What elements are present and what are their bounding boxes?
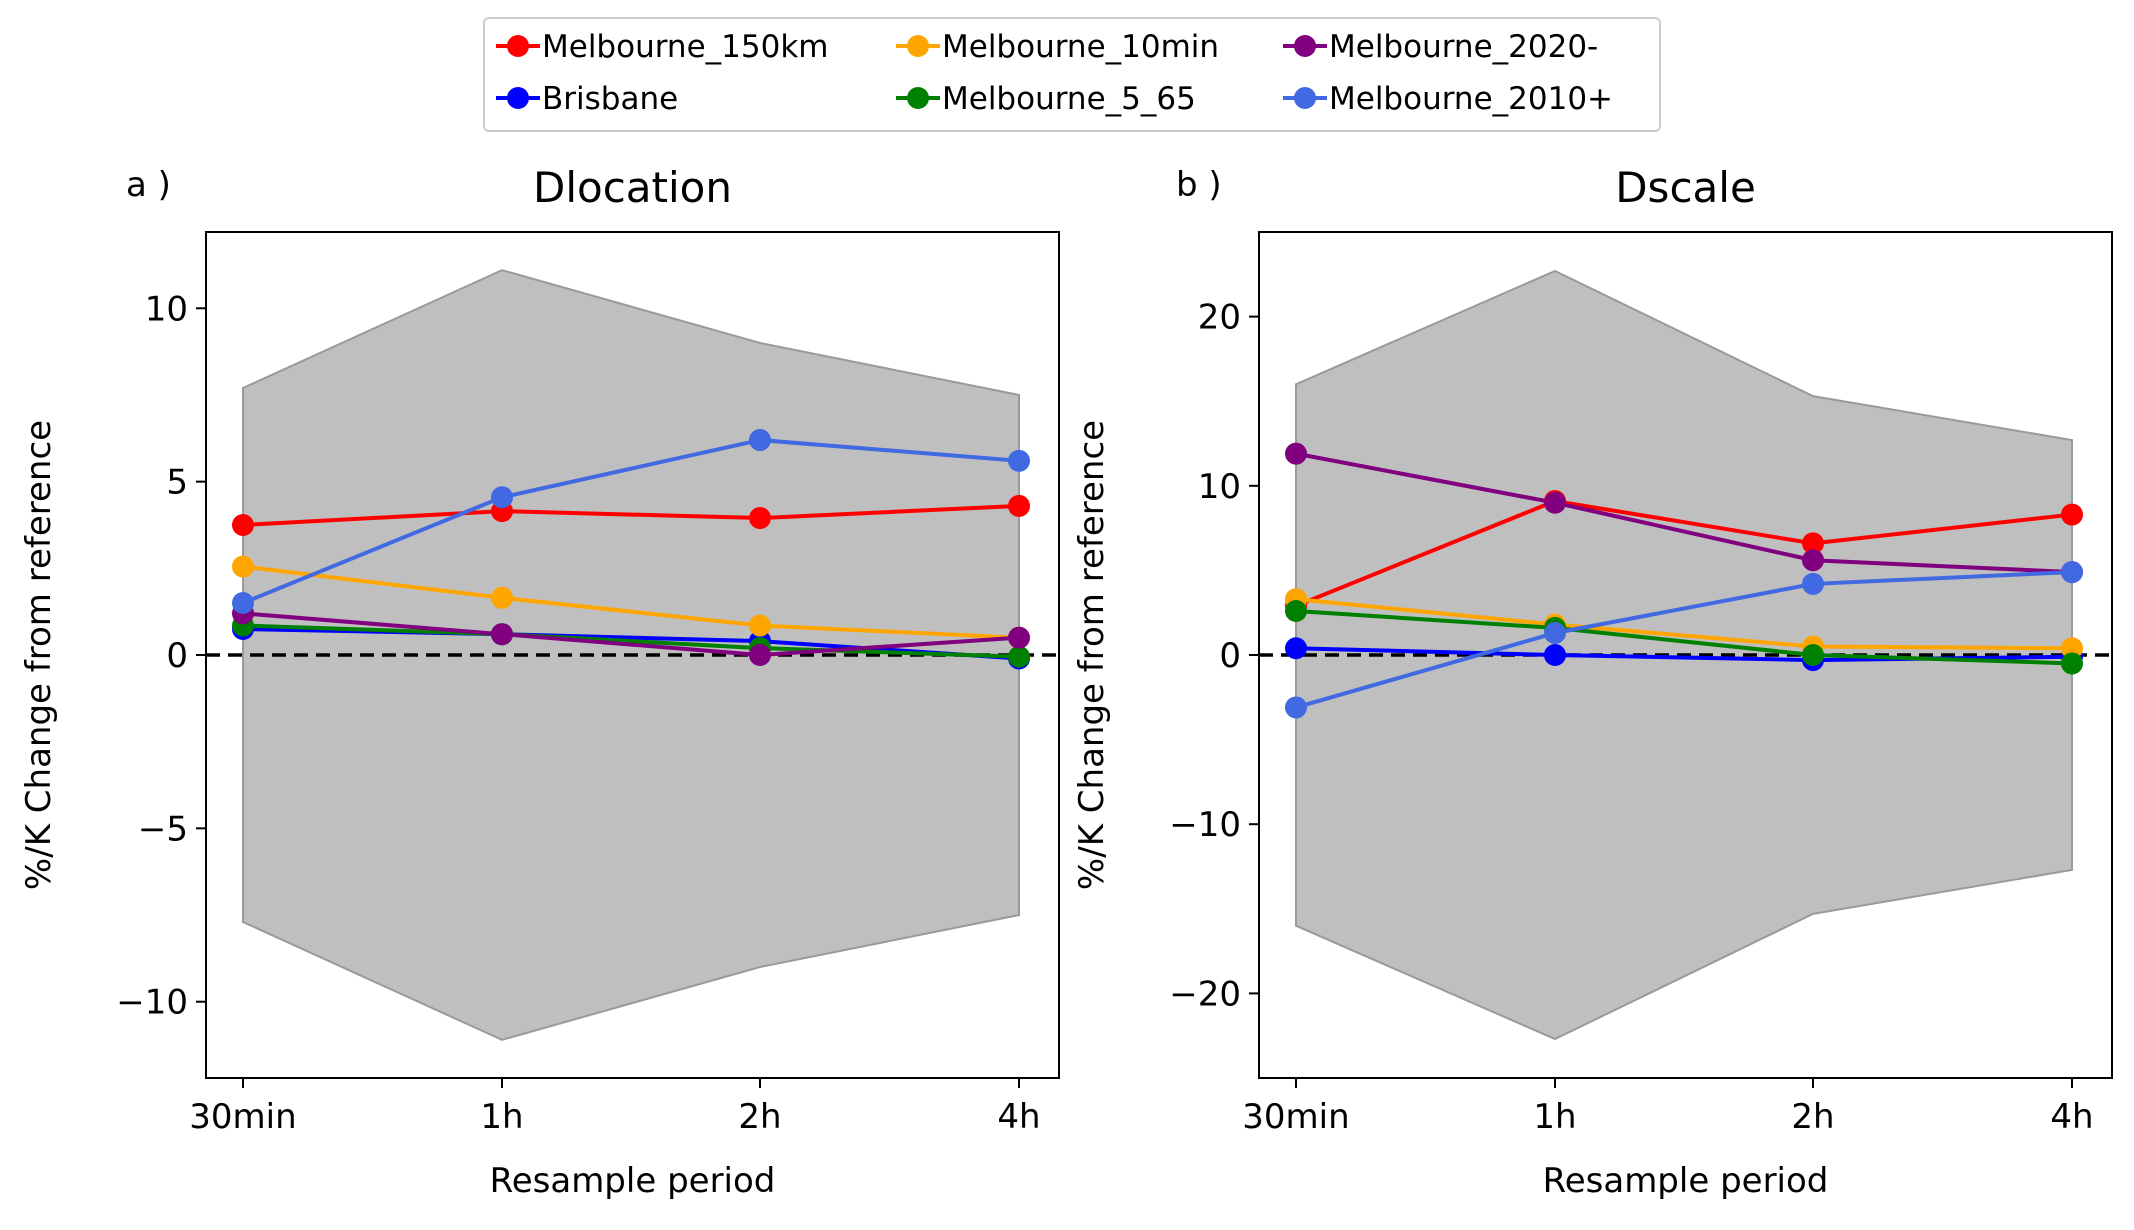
data-point-Melbourne_2020--2h [1802,549,1824,572]
series-line-Melbourne_150km [242,503,1020,527]
data-point-Melbourne_10min-2h [749,614,771,637]
x-tick-label: 1h [480,1097,523,1137]
data-point-Melbourne_2020--1h [491,623,513,646]
legend-label: Melbourne_2020- [1329,29,1598,65]
panel-a: 30min 1h 2h 4h −10 −5 0 5 10 Dlocation a ) Resample… [19,163,1060,1201]
data-point-Melbourne_2010+-1h [1544,622,1566,645]
data-point-Melbourne_10min-30min [232,555,254,578]
panel-b: 30min 1h 2h 4h −20 −10 0 10 20 Dscale b ) Resample … [1072,163,2113,1201]
y-tick-label: −10 [116,983,188,1023]
x-tick-label: 1h [1533,1097,1576,1137]
series-line-Melbourne_10min [242,564,1020,640]
data-point-Melbourne_5_65-30min [1285,600,1307,623]
data-point-Melbourne_2020--4h [1008,626,1030,649]
x-tick-label: 4h [2050,1097,2093,1137]
series-line-Melbourne_5_65 [1295,609,2073,666]
data-point-Melbourne_2010+-2h [749,429,771,452]
series-line-Melbourne_150km [1295,498,2073,608]
y-axis-label: %/K Change from reference [1072,420,1112,890]
y-tick-label: 0 [166,636,188,676]
data-point-Melbourne_150km-2h [749,507,771,530]
legend-label: Melbourne_10min [942,29,1219,65]
chart-title: Dlocation [533,163,732,212]
x-tick-label: 2h [1791,1097,1834,1137]
x-tick-label: 30min [189,1097,296,1137]
series-line-Melbourne_2010+ [242,438,1020,605]
data-point-Melbourne_5_65-4h [1008,645,1030,668]
y-tick-label: 5 [166,463,188,503]
y-tick-label: 10 [1198,467,1241,507]
series-line-Melbourne_5_65 [242,623,1020,659]
legend-marker [1294,87,1316,109]
series-line-Melbourne_2020- [242,611,1020,658]
data-point-Melbourne_2010+-1h [491,486,513,509]
data-point-Melbourne_2010+-30min [232,591,254,614]
legend-box [483,17,1661,132]
data-point-Melbourne_2010+-4h [1008,449,1030,472]
data-point-Melbourne_2020--30min [1285,442,1307,465]
legend-label: Melbourne_5_65 [942,81,1196,117]
y-tick-label: 10 [145,289,188,329]
data-point-Melbourne_150km-4h [2061,503,2083,526]
data-point-Melbourne_10min-1h [491,586,513,609]
x-tick-label: 4h [997,1097,1040,1137]
data-point-Melbourne_2020--2h [749,644,771,666]
x-tick-label: 2h [738,1097,781,1137]
series-line-Melbourne_2010+ [1295,570,2073,710]
data-point-Melbourne_2020--1h [1544,491,1566,514]
y-tick-label: −5 [138,809,188,849]
panel-label: a ) [126,165,171,205]
legend-label: Brisbane [542,81,678,117]
legend-marker [507,35,529,57]
legend-marker [1294,35,1316,57]
panel-label: b ) [1176,165,1222,205]
legend-marker [907,35,929,57]
legend-marker [507,87,529,109]
legend-marker [907,87,929,109]
data-point-Brisbane-30min [1285,637,1307,660]
data-point-Melbourne_2010+-30min [1285,696,1307,719]
data-point-Brisbane-1h [1544,644,1566,666]
data-point-Melbourne_2010+-4h [2061,561,2083,584]
data-point-Melbourne_10min-4h [2061,637,2083,660]
x-tick-label: 30min [1242,1097,1349,1137]
x-axis-label: Resample period [490,1161,776,1201]
data-point-Melbourne_5_65-2h [1802,644,1824,666]
legend: Melbourne_150km Brisbane Melbourne_10min Me… [483,17,1661,132]
y-tick-label: 20 [1198,298,1241,338]
data-point-Melbourne_150km-2h [1802,532,1824,555]
y-tick-label: −10 [1169,805,1241,845]
data-point-Melbourne_150km-4h [1008,494,1030,517]
y-tick-label: −20 [1169,974,1241,1014]
series-line-Melbourne_2020- [1295,451,2073,575]
x-axis-label: Resample period [1543,1161,1829,1201]
data-point-Melbourne_2010+-2h [1802,572,1824,595]
y-tick-label: 0 [1219,636,1241,676]
data-point-Melbourne_5_65-4h [2061,652,2083,675]
legend-label: Melbourne_2010+ [1329,81,1613,117]
series-line-Melbourne_10min [1295,597,2073,651]
chart-title: Dscale [1615,163,1756,212]
data-point-Melbourne_150km-30min [232,513,254,536]
y-axis-label: %/K Change from reference [19,420,59,890]
legend-label: Melbourne_150km [542,29,828,65]
